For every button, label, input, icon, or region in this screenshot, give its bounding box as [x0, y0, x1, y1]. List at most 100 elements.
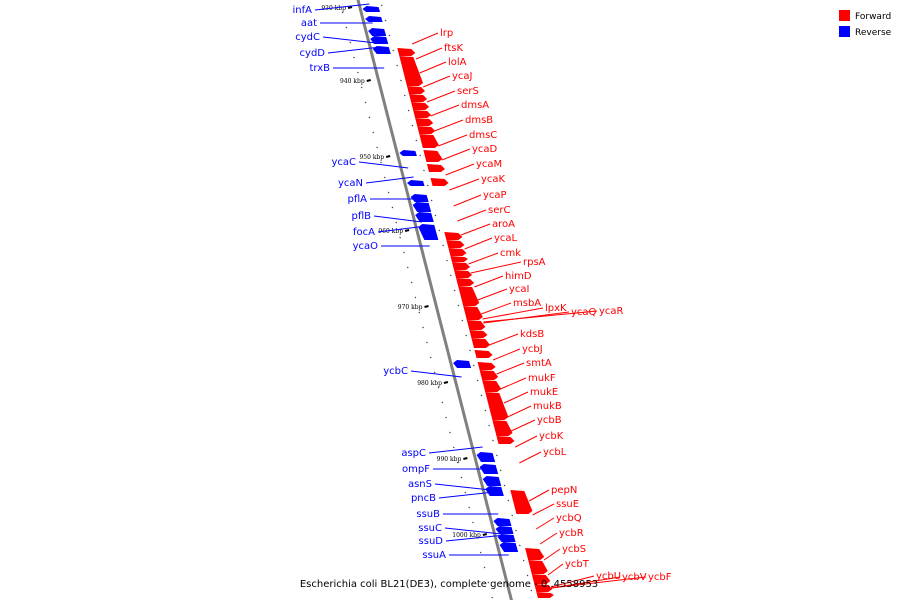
major-tick — [404, 229, 410, 232]
minor-tick — [522, 559, 525, 562]
forward-gene-label: ycbK — [539, 431, 564, 442]
reverse-gene-label: trxB — [309, 63, 330, 74]
forward-gene-arrow — [446, 240, 465, 248]
forward-gene-label: ssuE — [556, 499, 579, 510]
minor-tick — [341, 11, 344, 14]
forward-gene-arrow — [426, 164, 445, 172]
reverse-gene-arrow — [410, 194, 429, 202]
major-tick — [424, 305, 429, 308]
forward-gene-label: ycaK — [481, 174, 506, 185]
minor-tick — [507, 499, 510, 502]
reverse-gene-label: pncB — [411, 493, 436, 504]
minor-tick — [429, 356, 432, 359]
minor-tick — [400, 79, 402, 82]
forward-leader-line — [438, 134, 468, 147]
minor-tick — [460, 476, 463, 479]
minor-tick — [492, 439, 494, 442]
minor-tick — [384, 19, 387, 22]
genome-caption: Escherichia coli BL21(DE3), complete gen… — [300, 579, 598, 590]
forward-leader-line — [519, 451, 542, 464]
forward-gene-label: ycbT — [565, 559, 590, 570]
forward-leader-line — [449, 178, 480, 191]
reverse-gene-arrow — [399, 150, 417, 156]
forward-leader-line — [481, 302, 512, 315]
label-leaders — [314, 3, 647, 589]
minor-tick — [360, 86, 363, 89]
forward-leader-line — [477, 288, 508, 301]
minor-tick — [418, 311, 421, 314]
tick-label: 930 kbp — [321, 5, 346, 12]
forward-leader-line — [496, 362, 525, 375]
reverse-gene-arrow — [479, 464, 499, 474]
tick-label: 980 kbp — [417, 380, 442, 387]
forward-leader-line — [503, 391, 529, 404]
forward-gene-label: himD — [505, 271, 532, 282]
legend-label: Reverse — [855, 28, 892, 38]
minor-tick — [368, 116, 371, 119]
reverse-leader-line — [358, 161, 409, 169]
minor-tick — [519, 544, 521, 547]
reverse-leader-line — [365, 176, 414, 184]
forward-gene-arrow — [411, 102, 430, 110]
forward-gene-label: ycaM — [476, 159, 502, 170]
forward-gene-label: ycaR — [599, 306, 624, 317]
minor-tick — [449, 274, 452, 277]
forward-gene-label: lpxK — [545, 303, 567, 314]
minor-tick — [487, 581, 490, 584]
forward-leader-line — [515, 435, 538, 448]
forward-gene-arrow — [477, 362, 496, 370]
genome-backbone — [356, 0, 513, 600]
forward-leader-line — [434, 119, 464, 132]
minor-tick — [391, 206, 394, 209]
reverse-gene-arrow — [499, 542, 519, 552]
forward-leader-line — [543, 548, 561, 561]
minor-tick — [407, 109, 410, 112]
reverse-gene-arrow — [407, 180, 425, 186]
forward-gene-label: serC — [488, 205, 510, 216]
reverse-gene-label: pflA — [348, 194, 368, 205]
forward-gene-label: kdsB — [520, 329, 544, 340]
minor-tick — [403, 251, 405, 254]
forward-leader-line — [423, 75, 451, 88]
forward-gene-label: smtA — [526, 358, 552, 369]
minor-tick — [469, 349, 471, 352]
forward-gene-arrow — [463, 306, 483, 320]
minor-tick — [446, 259, 448, 262]
forward-gene-arrow — [536, 592, 554, 598]
forward-gene-label: ycbR — [559, 528, 584, 539]
minor-tick — [530, 589, 533, 592]
forward-gene-arrow — [479, 370, 499, 380]
reverse-gene-label: aat — [301, 18, 317, 29]
legend-swatch — [839, 10, 850, 21]
forward-gene-label: pepN — [551, 485, 577, 496]
legend: Forward Reverse — [839, 10, 892, 38]
minor-tick — [396, 64, 398, 67]
minor-tick — [423, 169, 425, 172]
minor-tick — [426, 341, 428, 344]
reverse-gene-label: ycaO — [353, 241, 379, 252]
reverse-gene-label: ssuB — [416, 509, 440, 520]
reverse-gene-label: cydC — [295, 32, 320, 43]
minor-tick — [441, 401, 444, 404]
forward-leader-line — [507, 405, 532, 418]
tick-label: 950 kbp — [359, 154, 384, 161]
minor-tick — [395, 221, 398, 224]
reverse-gene-label: cydD — [300, 48, 326, 59]
minor-tick — [410, 281, 413, 284]
forward-leader-line — [464, 237, 493, 250]
reverse-gene-label: ompF — [402, 464, 430, 475]
reverse-gene-arrow — [415, 212, 434, 222]
reverse-gene-arrow — [453, 360, 472, 368]
forward-leader-line — [535, 517, 555, 530]
forward-gene-arrow — [474, 350, 493, 358]
minor-tick — [503, 484, 506, 487]
minor-tick — [426, 184, 429, 187]
forward-leader-line — [426, 90, 456, 103]
minor-tick — [464, 491, 467, 494]
reverse-leader-line — [373, 215, 423, 223]
reverse-gene-arrow — [493, 518, 512, 526]
forward-gene-label: ycbS — [562, 544, 586, 555]
forward-gene-label: ycaQ — [571, 307, 597, 318]
forward-gene-arrow — [413, 110, 432, 118]
forward-leader-line — [430, 104, 460, 117]
